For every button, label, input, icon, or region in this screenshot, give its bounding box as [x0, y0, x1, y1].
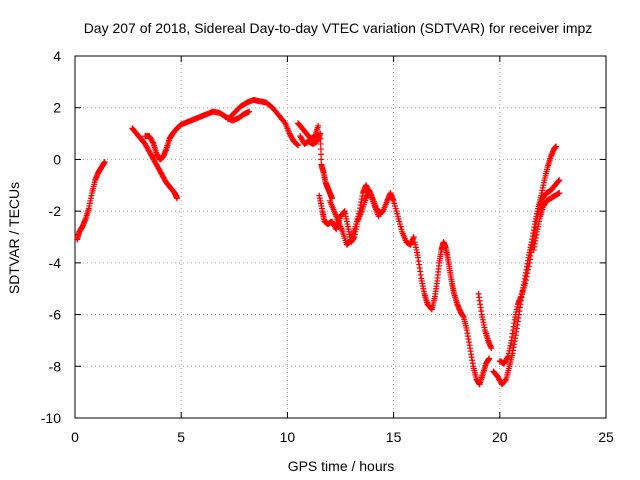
y-tick-label: -6: [49, 307, 62, 323]
y-tick-label: -4: [49, 255, 62, 271]
x-tick-label: 20: [492, 429, 508, 445]
x-tick-label: 10: [280, 429, 296, 445]
chart-title: Day 207 of 2018, Sidereal Day-to-day VTE…: [84, 20, 593, 36]
y-tick-label: -10: [41, 410, 61, 426]
y-tick-label: 0: [53, 151, 61, 167]
data-point: [553, 143, 560, 150]
data-point: [246, 108, 253, 115]
data-point: [295, 142, 302, 149]
data-point: [281, 118, 288, 125]
data-point: [525, 263, 532, 270]
data-point: [101, 159, 108, 166]
data-point: [294, 141, 301, 148]
axis-ticks: 0 5 10 15 20 25 -10 -8 -6 -4 -2 0 2 4: [41, 48, 614, 445]
data-point: [555, 177, 562, 184]
y-axis-label: SDTVAR / TECUs: [6, 182, 22, 294]
data-point: [410, 234, 417, 240]
data-point: [347, 237, 354, 244]
data-points: [74, 96, 563, 388]
data-point: [318, 151, 325, 158]
y-tick-label: -8: [49, 358, 62, 374]
data-point: [315, 122, 322, 129]
data-point: [173, 195, 180, 202]
data-point: [317, 130, 324, 137]
x-tick-label: 0: [71, 429, 79, 445]
data-point: [522, 280, 529, 287]
y-tick-label: -2: [49, 203, 62, 219]
data-point: [317, 140, 324, 147]
data-point: [486, 355, 493, 362]
x-tick-label: 15: [386, 429, 402, 445]
data-point: [317, 135, 324, 142]
data-point: [317, 146, 324, 153]
data-point: [524, 270, 531, 277]
data-point: [502, 377, 509, 384]
data-point: [522, 277, 529, 284]
data-point: [375, 213, 382, 220]
data-point: [318, 156, 325, 163]
data-point: [488, 345, 495, 352]
data-point: [556, 190, 563, 197]
y-tick-label: 2: [53, 100, 61, 116]
data-point: [149, 139, 156, 146]
x-axis-label: GPS time / hours: [288, 458, 395, 474]
data-point: [366, 188, 373, 195]
y-tick-label: 4: [53, 48, 61, 64]
x-tick-label: 5: [177, 429, 185, 445]
data-point: [428, 305, 435, 312]
x-tick-label: 25: [598, 429, 614, 445]
data-point: [525, 266, 532, 273]
data-point: [523, 273, 530, 280]
data-point: [556, 177, 563, 184]
data-point: [504, 354, 511, 361]
